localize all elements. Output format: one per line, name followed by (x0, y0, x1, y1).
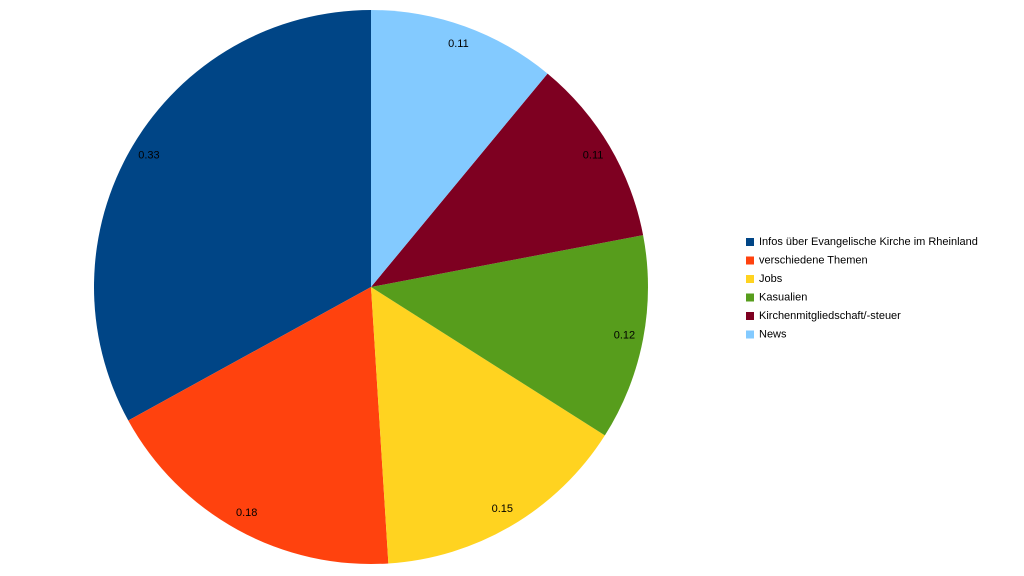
legend-label: Infos über Evangelische Kirche im Rheinl… (759, 236, 978, 248)
pie-slice (371, 235, 648, 436)
pie-slice (93, 10, 371, 421)
data-label: 0.33 (138, 150, 159, 162)
data-label: 0.12 (614, 329, 635, 341)
legend-swatch (746, 275, 754, 283)
data-label: 0.11 (448, 38, 469, 50)
data-label: 0.18 (236, 507, 257, 519)
legend-label: Jobs (759, 273, 783, 285)
pie-slice (128, 287, 389, 565)
legend-label: Kasualien (759, 291, 807, 303)
legend-swatch (746, 312, 754, 320)
legend-swatch (746, 238, 754, 246)
legend-label: verschiedene Themen (759, 254, 868, 266)
legend-swatch (746, 330, 754, 339)
legend-swatch (746, 256, 754, 265)
legend-label: Kirchenmitgliedschaft/-steuer (759, 310, 901, 322)
pie-slice (371, 73, 644, 287)
pie-slice (371, 287, 605, 564)
data-label: 0.11 (583, 150, 604, 162)
legend-swatch (746, 293, 754, 302)
data-label: 0.15 (492, 503, 513, 515)
pie-slice (371, 10, 548, 287)
legend-label: News (759, 328, 787, 340)
